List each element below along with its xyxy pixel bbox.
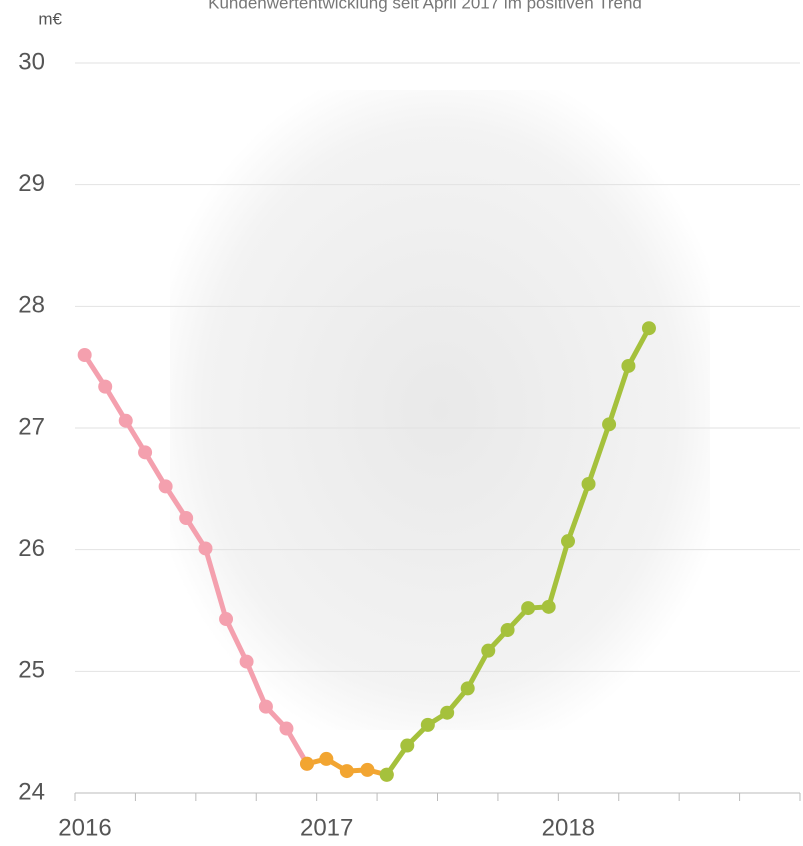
y-tick-label: 27 <box>18 413 45 440</box>
point <box>542 600 556 614</box>
point <box>582 477 596 491</box>
point <box>78 348 92 362</box>
y-tick-label: 26 <box>18 535 45 562</box>
y-tick-label: 24 <box>18 778 45 805</box>
chart: Kundenwertentwicklung seit April 2017 im… <box>0 0 803 846</box>
background-image <box>170 90 710 730</box>
x-tick-label: 2018 <box>542 814 595 841</box>
point <box>602 417 616 431</box>
point <box>561 534 575 548</box>
point <box>98 380 112 394</box>
point <box>360 763 374 777</box>
y-tick-label: 30 <box>18 48 45 75</box>
point <box>119 414 133 428</box>
point <box>380 768 394 782</box>
point <box>481 644 495 658</box>
point <box>159 479 173 493</box>
point <box>319 752 333 766</box>
point <box>521 601 535 615</box>
point <box>179 511 193 525</box>
point <box>400 739 414 753</box>
y-tick-label: 29 <box>18 170 45 197</box>
x-tick-label: 2016 <box>58 814 111 841</box>
y-tick-label: 28 <box>18 292 45 319</box>
point <box>259 700 273 714</box>
point <box>240 655 254 669</box>
point <box>138 445 152 459</box>
point <box>199 541 213 555</box>
point <box>461 681 475 695</box>
point <box>440 706 454 720</box>
x-tick-label: 2017 <box>300 814 353 841</box>
point <box>279 722 293 736</box>
point <box>642 321 656 335</box>
point <box>501 623 515 637</box>
y-axis-label: m€ <box>38 9 62 28</box>
point <box>300 757 314 771</box>
y-tick-label: 25 <box>18 657 45 684</box>
chart-title: Kundenwertentwicklung seit April 2017 im… <box>208 0 642 12</box>
point <box>340 764 354 778</box>
point <box>421 718 435 732</box>
point <box>219 612 233 626</box>
point <box>621 359 635 373</box>
